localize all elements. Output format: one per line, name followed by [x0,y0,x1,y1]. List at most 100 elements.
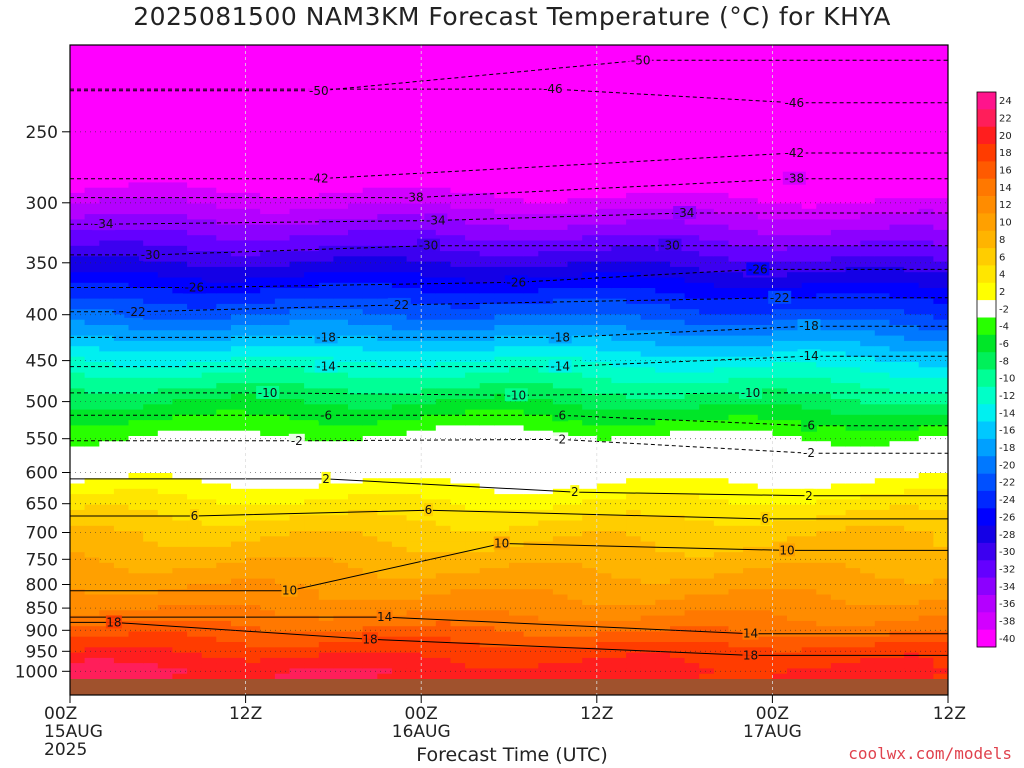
field-cell [640,346,656,353]
field-cell [362,483,378,490]
field-cell [274,631,291,638]
field-cell [406,203,422,210]
field-cell [172,140,188,146]
field-cell [231,377,247,384]
field-cell [391,647,408,654]
field-cell [406,504,422,511]
field-cell [201,673,217,679]
field-cell [260,150,276,157]
field-cell [509,647,525,654]
field-cell [509,573,525,580]
field-cell [231,531,247,537]
field-cell [494,515,510,522]
field-cell [157,388,173,395]
field-cell [567,314,583,321]
field-cell [128,134,144,141]
field-cell [348,224,364,231]
field-cell [655,525,671,532]
field-cell [157,272,173,279]
field-cell [216,462,232,469]
field-cell [216,192,232,199]
field-cell [670,171,686,178]
field-cell [391,266,408,273]
field-cell [70,615,86,622]
field-cell [172,414,188,421]
field-cell [596,182,612,189]
field-cell [538,171,554,178]
field-cell [626,229,642,236]
field-cell [582,177,598,183]
field-cell [582,525,598,532]
field-cell [611,272,627,279]
field-cell [157,356,173,363]
field-cell [523,562,539,569]
field-cell [172,642,188,648]
field-cell [289,50,305,57]
field-cell [406,494,422,500]
field-cell [318,652,334,659]
field-cell [406,303,422,310]
field-cell [333,66,349,72]
field-cell [582,82,598,88]
field-cell [260,124,276,131]
field-cell [172,583,188,590]
field-cell [552,171,569,178]
field-cell [128,668,144,675]
field-cell [538,261,554,268]
field-cell [582,509,598,516]
field-cell [201,261,217,268]
field-cell [274,673,291,679]
field-cell [84,626,100,633]
field-cell [113,399,130,405]
field-cell [494,599,510,606]
field-cell [494,631,510,638]
field-cell [304,192,320,199]
field-cell [113,182,130,189]
field-cell [245,92,261,99]
field-cell [567,504,583,511]
field-cell [348,515,364,522]
field-cell [494,45,510,51]
field-cell [216,467,232,474]
field-cell [479,541,495,548]
field-cell [157,673,173,679]
field-cell [450,557,466,564]
field-cell [640,71,656,78]
field-cell [143,467,159,474]
field-cell [567,177,583,183]
field-cell [333,642,349,648]
field-cell [670,50,686,57]
field-cell [567,335,583,342]
field-cell [187,150,203,157]
field-cell [348,536,364,543]
field-cell [596,478,612,485]
field-cell [348,298,364,305]
field-cell [567,404,583,411]
field-cell [640,145,656,152]
field-cell [640,113,656,120]
field-cell [406,314,422,321]
field-cell [582,45,598,51]
field-cell [113,462,130,469]
field-cell [260,240,276,247]
field-cell [450,92,466,99]
field-cell [596,610,612,617]
field-cell [216,325,232,331]
field-cell [274,208,291,215]
field-cell [289,82,305,88]
field-cell [333,293,349,300]
field-cell [84,182,100,189]
field-cell [304,620,320,627]
field-cell [582,129,598,136]
field-cell [260,229,276,236]
field-cell [157,494,173,500]
field-cell [348,473,364,479]
field-cell [84,504,100,511]
field-cell [274,60,291,67]
field-cell [187,256,203,263]
field-cell [362,319,378,326]
field-cell [552,256,569,263]
field-cell [552,124,569,131]
field-cell [523,108,539,115]
field-cell [304,208,320,215]
